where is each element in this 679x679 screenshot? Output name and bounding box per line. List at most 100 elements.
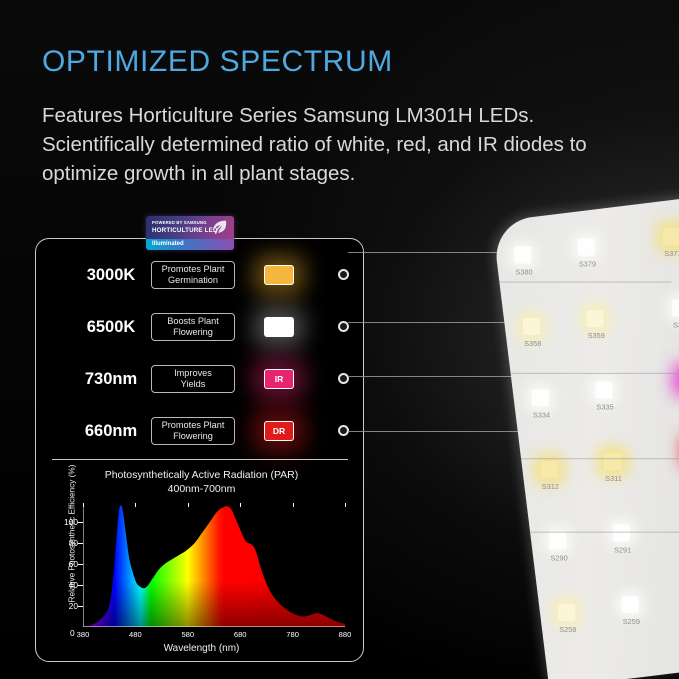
- chart-y-tick-label: 40: [68, 579, 78, 590]
- spectrum-area-shading: [83, 505, 345, 627]
- led-label: S361: [672, 320, 679, 330]
- led-label: S311: [605, 474, 622, 484]
- chart-y-tick-label: 20: [68, 600, 78, 611]
- chart-title-line1: Photosynthetically Active Radiation (PAR…: [104, 469, 299, 481]
- badge-line-2: HORTICULTURE LED: [152, 227, 218, 234]
- board-hairline: [530, 531, 679, 533]
- connector-line: [348, 376, 579, 377]
- board-hairline: [521, 458, 679, 460]
- chart-x-tick-label: 780: [286, 630, 299, 639]
- chart-y-tick-mark: [78, 542, 83, 544]
- badge-line-1: POWERED BY SAMSUNG: [152, 220, 207, 225]
- chart-y-tick-label: 60: [68, 558, 78, 569]
- chart-y-tick-mark: [78, 521, 83, 523]
- spec-row: 3000K Promotes Plant Germination: [36, 261, 365, 289]
- chart-x-tick-label: 880: [338, 630, 352, 639]
- spec-row-label: 3000K: [86, 266, 136, 284]
- led-chip-swatch: [264, 265, 294, 285]
- chart-x-tick-mark: [240, 503, 242, 507]
- led-label: S291: [613, 545, 632, 555]
- led-label: S359: [587, 331, 605, 341]
- chart-x-tick-mark: [292, 503, 294, 507]
- chart-y-tick-label: 100: [64, 516, 78, 527]
- header: OPTIMIZED SPECTRUM Features Horticulture…: [42, 45, 642, 188]
- spec-row-chip-wrapper: IR: [262, 366, 296, 392]
- connector-node: [338, 425, 349, 436]
- led-diode: [612, 524, 630, 542]
- led-grid: S380S379S377S376S358S359S361S362S334S335…: [492, 185, 679, 679]
- connector-line: [348, 322, 591, 323]
- chart-x-tick-label: 680: [233, 630, 247, 639]
- board-hairline: [499, 281, 672, 283]
- chart-y-origin-label: 0: [70, 628, 75, 638]
- led-label: S259: [622, 616, 640, 626]
- led-label: S379: [578, 259, 597, 269]
- led-diode: [531, 389, 549, 407]
- led-label: S380: [515, 267, 533, 277]
- spec-row-label: 660nm: [84, 422, 138, 440]
- led-diode: [549, 532, 567, 550]
- spec-row-label: 730nm: [84, 370, 138, 388]
- page-title: OPTIMIZED SPECTRUM: [42, 45, 393, 78]
- led-diode: [671, 299, 679, 317]
- led-label: S334: [532, 410, 551, 420]
- led-label: S358: [524, 338, 542, 348]
- chart-y-tick-mark: [78, 584, 83, 586]
- panel-divider: [52, 459, 348, 461]
- led-label: S312: [541, 481, 559, 491]
- spec-row-benefit: Improves Yields: [151, 365, 235, 393]
- chart-x-tick-mark: [345, 503, 346, 507]
- samsung-horticulture-badge: POWERED BY SAMSUNG HORTICULTURE LED Illu…: [146, 216, 234, 250]
- spec-row-benefit: Boosts Plant Flowering: [151, 313, 235, 341]
- led-diode: [523, 317, 541, 335]
- chart-title: Photosynthetically Active Radiation (PAR…: [49, 469, 354, 497]
- led-diode: [586, 310, 604, 328]
- spec-row-chip-wrapper: DR: [262, 418, 296, 444]
- chart-plot-area: 20 40 60 80 100 380 480 580 680 780 880 0: [64, 503, 351, 639]
- led-label: S377: [664, 249, 679, 259]
- led-chip-swatch: DR: [264, 421, 294, 441]
- led-chip-swatch: [264, 317, 294, 337]
- badge-illuminated-bar: Illuminated: [146, 239, 234, 250]
- spectrum-curve: [82, 503, 345, 628]
- chart-x-tick-mark: [83, 503, 84, 507]
- chart-x-tick-label: 580: [181, 630, 195, 639]
- led-diode: [514, 246, 532, 264]
- spec-row: 730nm Improves Yields IR: [36, 365, 365, 393]
- spec-row-label: 6500K: [86, 318, 136, 336]
- chart-x-tick-label: 380: [76, 630, 90, 639]
- led-diode: [595, 381, 613, 399]
- led-diode: [577, 238, 595, 256]
- led-diode: [558, 603, 576, 621]
- spec-row-benefit: Promotes Plant Germination: [151, 261, 235, 289]
- chart-x-tick-mark: [135, 503, 137, 507]
- chart-x-axis-label: Wavelength (nm): [163, 643, 240, 654]
- chart-x-tick-label: 480: [129, 630, 142, 639]
- led-diode: [540, 460, 558, 478]
- led-diode: [604, 453, 622, 471]
- connector-node: [338, 373, 349, 384]
- led-diode: [621, 596, 639, 614]
- led-board: S380S379S377S376S358S359S361S362S334S335…: [492, 185, 679, 679]
- spec-row-chip-wrapper: [262, 262, 296, 288]
- spec-row-chip-wrapper: [262, 314, 296, 340]
- spectrum-panel: 3000K Promotes Plant Germination 6500K Boost…: [35, 238, 364, 662]
- chart-title-line2: 400nm-700nm: [167, 482, 236, 495]
- connector-node: [338, 321, 349, 332]
- chart-y-tick-mark: [78, 605, 83, 607]
- spec-row: 6500K Boosts Plant Flowering: [36, 313, 365, 341]
- par-chart: Photosynthetically Active Radiation (PAR…: [49, 465, 354, 654]
- led-label: S258: [559, 624, 577, 634]
- connector-line: [348, 431, 570, 432]
- page-subtitle: Features Horticulture Series Samsung LM3…: [42, 104, 587, 186]
- spec-row: 660nm Promotes Plant Flowering DR: [36, 417, 365, 445]
- chart-y-tick-label: 80: [68, 537, 78, 548]
- led-label: S290: [550, 553, 568, 563]
- connector-line: [348, 252, 601, 253]
- led-diode: [663, 228, 679, 246]
- connector-node: [338, 269, 349, 280]
- led-label: S335: [596, 402, 614, 412]
- chart-y-tick-mark: [78, 563, 83, 565]
- board-hairline: [510, 372, 679, 374]
